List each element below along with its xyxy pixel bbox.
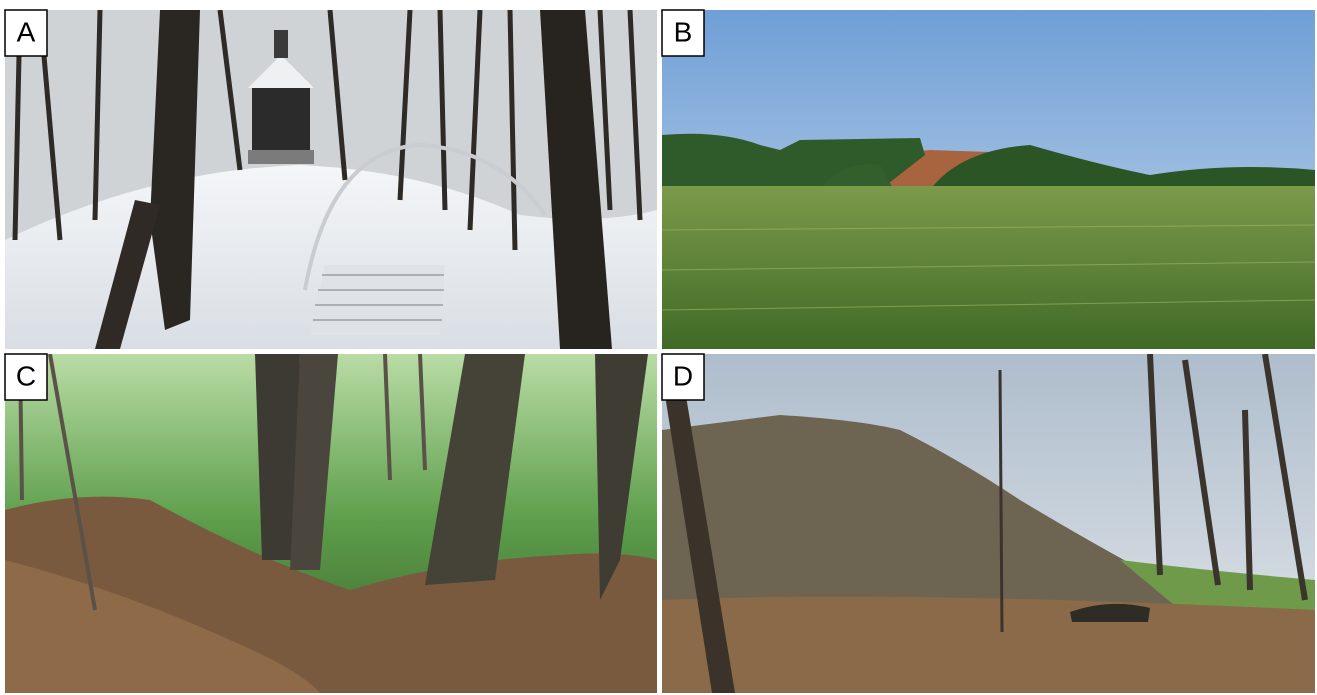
label-box [4,9,48,57]
photo-b [662,10,1315,349]
label-text: A [17,16,36,47]
label-box [661,353,705,401]
label-box [661,9,705,57]
label-box [4,353,48,401]
panel-label-a: A [4,9,48,57]
panel-label-c: C [4,353,48,401]
panel-label-b: B [661,9,705,57]
photo-a [5,10,657,349]
label-text: D [673,360,693,391]
photo-d [662,354,1315,693]
photo-c [5,354,657,693]
label-text: C [16,360,36,391]
label-text: B [674,16,693,47]
panel-label-d: D [661,353,705,401]
